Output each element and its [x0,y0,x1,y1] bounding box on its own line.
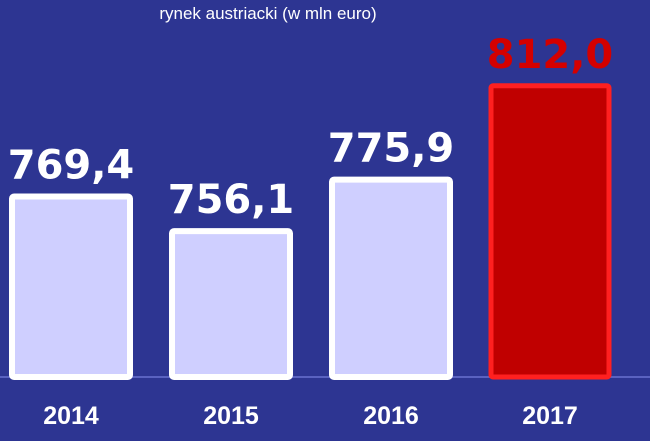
bars-group [9,83,612,380]
bar-2014 [9,193,133,380]
x-tick-label-2016: 2016 [363,402,419,430]
value-label-2014: 769,4 [8,143,135,189]
x-tick-label-2015: 2015 [203,402,259,430]
value-label-2016: 775,9 [328,126,455,172]
chart-subtitle: rynek austriacki (w mln euro) [159,4,376,23]
value-label-2015: 756,1 [168,177,295,223]
bar-2016 [329,176,453,380]
x-tick-label-2014: 2014 [43,402,99,430]
bar-2015 [169,228,293,380]
value-label-2017: 812,0 [487,32,614,78]
value-labels-group: 769,4 756,1 775,9 812,0 [8,32,614,223]
x-tick-labels-group: 2014 2015 2016 2017 [43,402,578,430]
x-tick-label-2017: 2017 [522,402,578,430]
bar-2017 [488,83,612,380]
